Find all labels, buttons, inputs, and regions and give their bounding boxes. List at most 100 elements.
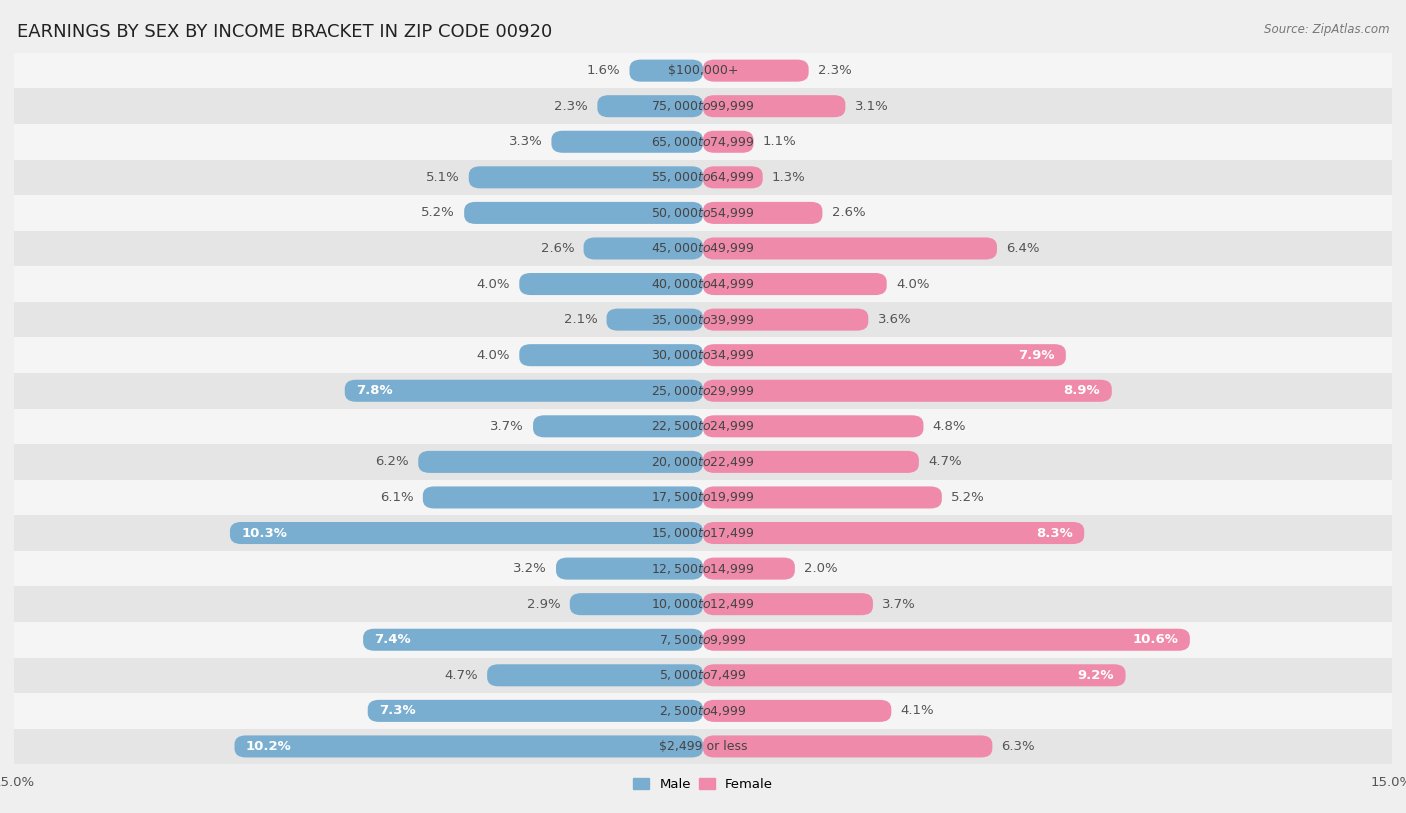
Bar bbox=[0, 658, 1406, 693]
Text: 4.7%: 4.7% bbox=[444, 669, 478, 682]
Text: 3.1%: 3.1% bbox=[855, 100, 889, 113]
FancyBboxPatch shape bbox=[606, 309, 703, 331]
Text: 3.7%: 3.7% bbox=[491, 420, 524, 433]
Text: $7,500 to $9,999: $7,500 to $9,999 bbox=[659, 633, 747, 646]
FancyBboxPatch shape bbox=[569, 593, 703, 615]
Bar bbox=[0, 373, 1406, 408]
Text: 6.4%: 6.4% bbox=[1007, 242, 1039, 255]
Text: 4.0%: 4.0% bbox=[896, 277, 929, 290]
Bar bbox=[0, 89, 1406, 124]
FancyBboxPatch shape bbox=[235, 736, 703, 758]
FancyBboxPatch shape bbox=[703, 486, 942, 508]
FancyBboxPatch shape bbox=[231, 522, 703, 544]
Bar bbox=[0, 302, 1406, 337]
Text: 4.7%: 4.7% bbox=[928, 455, 962, 468]
Text: $5,000 to $7,499: $5,000 to $7,499 bbox=[659, 668, 747, 682]
Bar bbox=[0, 195, 1406, 231]
Text: $2,500 to $4,999: $2,500 to $4,999 bbox=[659, 704, 747, 718]
Text: $55,000 to $64,999: $55,000 to $64,999 bbox=[651, 171, 755, 185]
Text: 6.2%: 6.2% bbox=[375, 455, 409, 468]
FancyBboxPatch shape bbox=[703, 451, 920, 473]
FancyBboxPatch shape bbox=[703, 664, 1126, 686]
Text: 10.3%: 10.3% bbox=[242, 527, 287, 540]
Text: EARNINGS BY SEX BY INCOME BRACKET IN ZIP CODE 00920: EARNINGS BY SEX BY INCOME BRACKET IN ZIP… bbox=[17, 23, 553, 41]
FancyBboxPatch shape bbox=[703, 700, 891, 722]
Text: 4.0%: 4.0% bbox=[477, 349, 510, 362]
Text: 4.8%: 4.8% bbox=[932, 420, 966, 433]
FancyBboxPatch shape bbox=[468, 167, 703, 189]
Text: 3.2%: 3.2% bbox=[513, 562, 547, 575]
Bar bbox=[0, 159, 1406, 195]
Text: $35,000 to $39,999: $35,000 to $39,999 bbox=[651, 313, 755, 327]
Text: 8.3%: 8.3% bbox=[1036, 527, 1073, 540]
Text: $45,000 to $49,999: $45,000 to $49,999 bbox=[651, 241, 755, 255]
FancyBboxPatch shape bbox=[344, 380, 703, 402]
Text: 7.3%: 7.3% bbox=[380, 704, 416, 717]
Bar bbox=[0, 444, 1406, 480]
Text: $10,000 to $12,499: $10,000 to $12,499 bbox=[651, 598, 755, 611]
FancyBboxPatch shape bbox=[703, 380, 1112, 402]
Bar bbox=[0, 622, 1406, 658]
Bar bbox=[0, 231, 1406, 266]
FancyBboxPatch shape bbox=[703, 415, 924, 437]
Text: $75,000 to $99,999: $75,000 to $99,999 bbox=[651, 99, 755, 113]
Text: $15,000 to $17,499: $15,000 to $17,499 bbox=[651, 526, 755, 540]
Text: $12,500 to $14,999: $12,500 to $14,999 bbox=[651, 562, 755, 576]
Text: Source: ZipAtlas.com: Source: ZipAtlas.com bbox=[1264, 23, 1389, 36]
Text: 1.1%: 1.1% bbox=[762, 135, 796, 148]
FancyBboxPatch shape bbox=[598, 95, 703, 117]
Text: 7.4%: 7.4% bbox=[374, 633, 411, 646]
FancyBboxPatch shape bbox=[630, 59, 703, 81]
Bar bbox=[0, 53, 1406, 89]
FancyBboxPatch shape bbox=[551, 131, 703, 153]
FancyBboxPatch shape bbox=[703, 558, 794, 580]
Bar bbox=[0, 693, 1406, 728]
FancyBboxPatch shape bbox=[703, 628, 1189, 650]
Text: 10.6%: 10.6% bbox=[1132, 633, 1178, 646]
FancyBboxPatch shape bbox=[533, 415, 703, 437]
FancyBboxPatch shape bbox=[703, 736, 993, 758]
Text: $22,500 to $24,999: $22,500 to $24,999 bbox=[651, 420, 755, 433]
Text: 6.3%: 6.3% bbox=[1001, 740, 1035, 753]
Bar bbox=[0, 266, 1406, 302]
FancyBboxPatch shape bbox=[363, 628, 703, 650]
FancyBboxPatch shape bbox=[519, 344, 703, 366]
FancyBboxPatch shape bbox=[583, 237, 703, 259]
FancyBboxPatch shape bbox=[703, 522, 1084, 544]
Text: 7.9%: 7.9% bbox=[1018, 349, 1054, 362]
FancyBboxPatch shape bbox=[555, 558, 703, 580]
Legend: Male, Female: Male, Female bbox=[627, 773, 779, 797]
Bar bbox=[0, 586, 1406, 622]
Text: 5.2%: 5.2% bbox=[950, 491, 984, 504]
FancyBboxPatch shape bbox=[703, 309, 869, 331]
Text: 2.3%: 2.3% bbox=[818, 64, 852, 77]
Text: $17,500 to $19,999: $17,500 to $19,999 bbox=[651, 490, 755, 504]
FancyBboxPatch shape bbox=[703, 273, 887, 295]
FancyBboxPatch shape bbox=[703, 95, 845, 117]
FancyBboxPatch shape bbox=[703, 593, 873, 615]
Bar bbox=[0, 124, 1406, 159]
Text: 5.1%: 5.1% bbox=[426, 171, 460, 184]
Text: 6.1%: 6.1% bbox=[380, 491, 413, 504]
Text: 2.6%: 2.6% bbox=[831, 207, 865, 220]
Text: $100,000+: $100,000+ bbox=[668, 64, 738, 77]
FancyBboxPatch shape bbox=[418, 451, 703, 473]
FancyBboxPatch shape bbox=[423, 486, 703, 508]
FancyBboxPatch shape bbox=[703, 344, 1066, 366]
Text: 10.2%: 10.2% bbox=[246, 740, 292, 753]
FancyBboxPatch shape bbox=[368, 700, 703, 722]
Text: 2.9%: 2.9% bbox=[527, 598, 561, 611]
FancyBboxPatch shape bbox=[519, 273, 703, 295]
Text: $25,000 to $29,999: $25,000 to $29,999 bbox=[651, 384, 755, 398]
FancyBboxPatch shape bbox=[703, 202, 823, 224]
FancyBboxPatch shape bbox=[486, 664, 703, 686]
Bar bbox=[0, 337, 1406, 373]
Text: $40,000 to $44,999: $40,000 to $44,999 bbox=[651, 277, 755, 291]
Text: 2.1%: 2.1% bbox=[564, 313, 598, 326]
FancyBboxPatch shape bbox=[703, 59, 808, 81]
Bar bbox=[0, 551, 1406, 586]
Bar bbox=[0, 480, 1406, 515]
FancyBboxPatch shape bbox=[464, 202, 703, 224]
Text: 2.3%: 2.3% bbox=[554, 100, 588, 113]
Bar bbox=[0, 408, 1406, 444]
